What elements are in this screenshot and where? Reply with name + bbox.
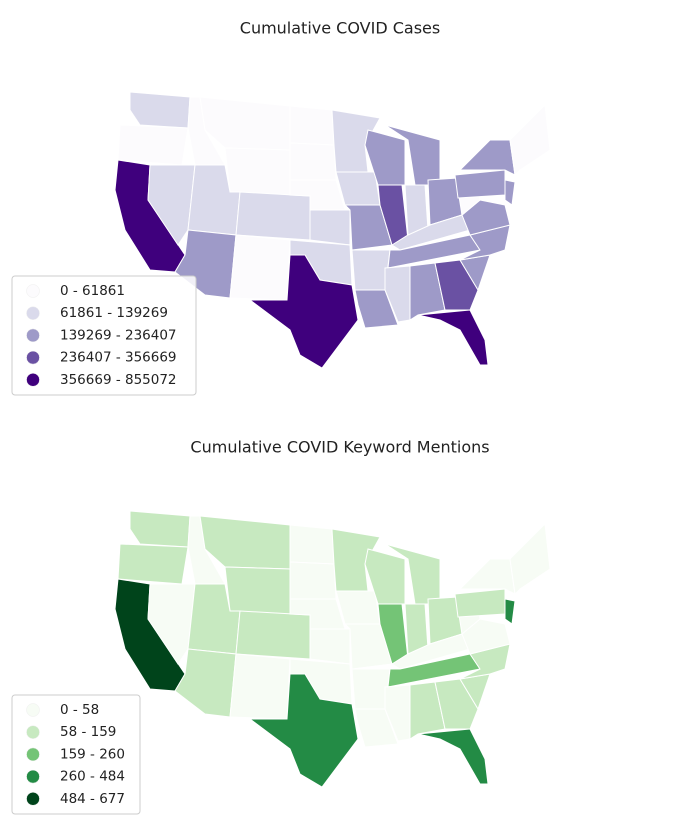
- region: [289, 105, 335, 146]
- region: [147, 583, 196, 665]
- legend-label: 0 - 58: [60, 702, 99, 718]
- legend-marker: [26, 747, 40, 762]
- region: [454, 169, 506, 199]
- region: [235, 610, 311, 660]
- region: [129, 91, 191, 129]
- legend-marker: [26, 306, 40, 320]
- legend-marker: [26, 792, 40, 806]
- legend-marker: [26, 769, 40, 784]
- legend-label: 0 - 61861: [60, 283, 125, 299]
- region: [354, 708, 399, 748]
- legend-marker: [26, 703, 40, 717]
- region: [343, 204, 393, 251]
- legend-marker: [26, 328, 40, 343]
- legend-marker: [26, 725, 40, 739]
- region: [309, 209, 351, 246]
- region: [454, 588, 506, 618]
- region: [384, 543, 441, 605]
- region: [229, 653, 291, 720]
- region: [129, 510, 191, 548]
- region: [384, 265, 411, 323]
- region: [409, 681, 446, 740]
- region: [289, 524, 335, 565]
- region: [117, 543, 189, 585]
- legend-marker: [26, 284, 40, 298]
- region: [224, 566, 291, 615]
- legend-marker: [26, 350, 40, 365]
- region: [409, 262, 446, 321]
- region: [235, 191, 311, 241]
- region: [343, 623, 393, 670]
- legend-label: 159 - 260: [60, 746, 125, 762]
- region: [384, 684, 411, 742]
- legend-label: 61861 - 139269: [60, 305, 168, 321]
- region: [248, 254, 359, 369]
- region: [248, 673, 359, 788]
- region: [351, 249, 391, 291]
- legend-label: 139269 - 236407: [60, 327, 177, 343]
- region: [417, 728, 489, 785]
- region: [509, 103, 551, 177]
- map-title: Cumulative COVID Keyword Mentions: [190, 438, 489, 457]
- region: [289, 561, 337, 600]
- region: [417, 309, 489, 366]
- legend-label: 484 - 677: [60, 791, 125, 807]
- region: [147, 164, 196, 246]
- region: [384, 124, 441, 186]
- legend-label: 236407 - 356669: [60, 350, 177, 366]
- legend-marker: [26, 373, 40, 387]
- legend-label: 260 - 484: [60, 769, 125, 785]
- legend-box: [11, 694, 141, 815]
- legend-box: [11, 275, 197, 396]
- region: [504, 598, 516, 625]
- region: [224, 147, 291, 196]
- region: [509, 522, 551, 596]
- legend-label: 356669 - 855072: [60, 372, 177, 388]
- legend-label: 58 - 159: [60, 724, 116, 740]
- region: [117, 124, 189, 166]
- region: [351, 668, 391, 710]
- map-title: Cumulative COVID Cases: [240, 19, 440, 38]
- region: [504, 179, 516, 206]
- region: [289, 142, 337, 181]
- region: [229, 234, 291, 301]
- region: [309, 628, 351, 665]
- region: [354, 289, 399, 329]
